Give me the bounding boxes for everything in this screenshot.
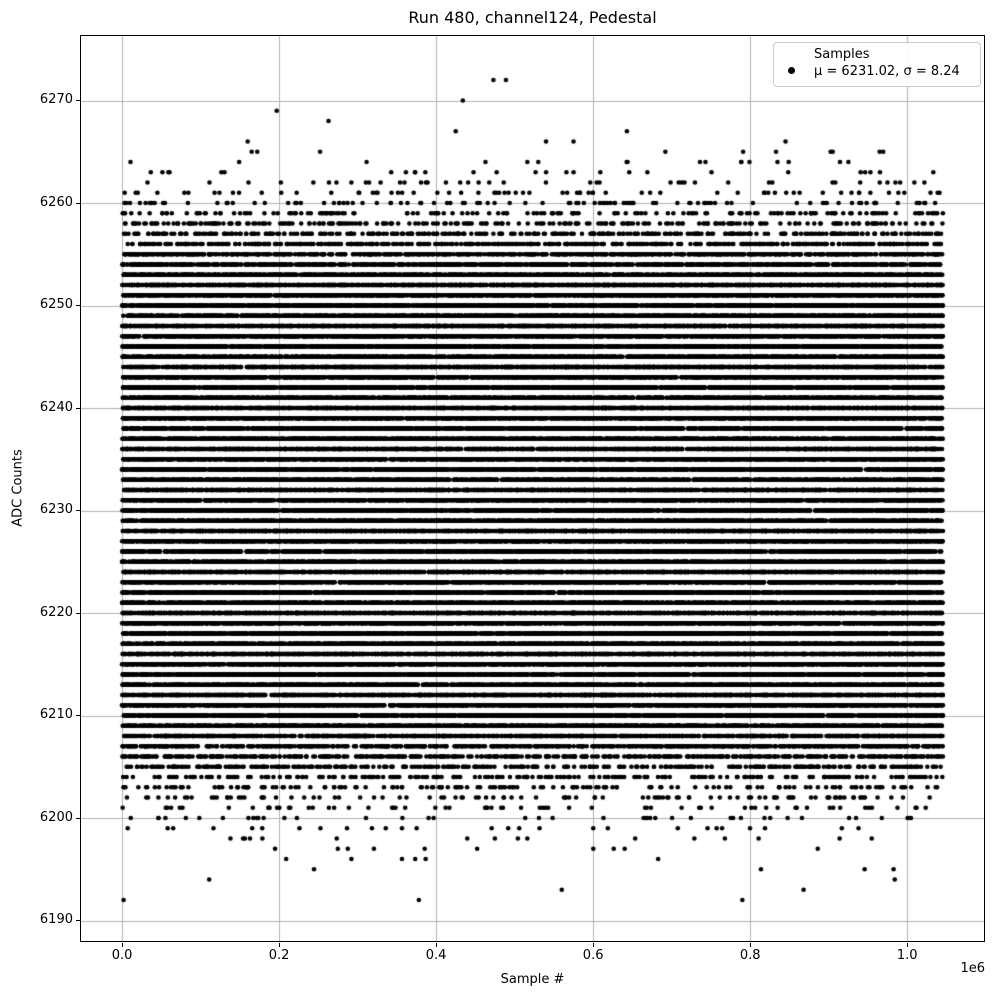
legend-marker-dot-icon [788,67,795,74]
scatter-canvas [81,36,984,941]
x-tick-mark [592,943,594,947]
y-tick-mark [76,202,80,204]
y-tick-mark [76,817,80,819]
x-tick-mark [749,943,751,947]
y-tick-mark [76,920,80,921]
x-tick-mark [121,943,123,947]
y-tick-label: 6200 [39,809,73,825]
y-tick-mark [76,100,80,102]
x-tick-mark [435,943,437,947]
y-tick-mark [76,305,80,307]
y-tick-label: 6250 [39,297,73,313]
x-axis-label: Sample # [500,972,565,987]
y-tick-mark [76,612,80,614]
y-tick-mark [76,407,80,409]
plot-area: Samples μ = 6231.02, σ = 8.24 [80,35,985,942]
y-tick-label: 6190 [39,912,73,927]
y-tick-mark [76,510,80,512]
y-tick-label: 6260 [39,194,73,210]
legend-stats-label: μ = 6231.02, σ = 8.24 [814,64,960,79]
x-axis-offset-label: 1e6 [960,961,985,976]
x-tick-mark [906,943,908,947]
legend: Samples μ = 6231.02, σ = 8.24 [773,42,981,87]
legend-series-label: Samples [814,47,870,62]
y-tick-label: 6220 [39,604,73,620]
x-tick-label: 0.6 [582,948,604,963]
chart-title: Run 480, channel124, Pedestal [408,8,657,27]
x-tick-label: 0.0 [111,948,133,963]
y-tick-label: 6240 [39,399,73,415]
x-tick-label: 0.2 [268,948,290,963]
x-tick-mark [278,943,280,947]
y-tick-label: 6230 [39,502,73,518]
y-tick-label: 6270 [39,92,73,108]
x-tick-label: 1.0 [896,948,918,963]
y-tick-mark [76,715,80,717]
x-tick-label: 0.8 [739,948,761,963]
x-tick-label: 0.4 [425,948,447,963]
y-tick-label: 6210 [39,707,73,723]
